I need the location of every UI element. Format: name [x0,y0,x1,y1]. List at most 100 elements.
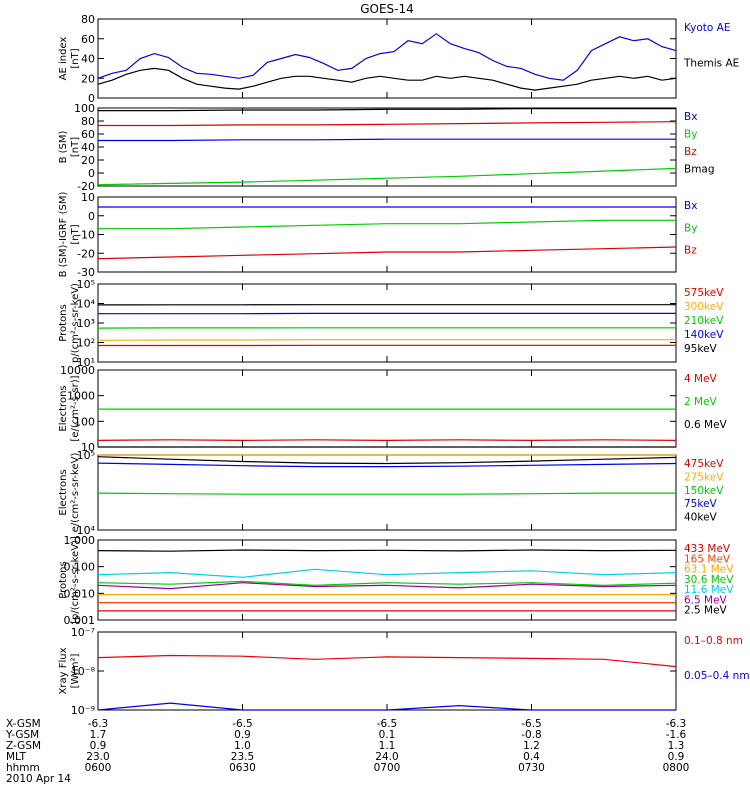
y-axis-unit: [e/(cm²-s-sr)] [70,375,81,441]
y-tick-label: 0 [88,210,95,223]
y-tick-label: 10000 [60,364,95,377]
y-tick-label: 100 [74,415,95,428]
orbit-value: 24.0 [375,751,398,763]
series-line [97,167,677,186]
series-label: 75keV [684,498,718,510]
orbit-value: -6.3 [88,718,109,730]
y-tick-label: 100 [74,102,95,115]
series-line [97,339,676,341]
series-label: 95keV [684,343,718,355]
y-axis-unit: [W/m²] [70,653,81,688]
y-tick-label: 40 [81,53,95,66]
series-line [97,702,676,711]
y-tick-label: 60 [81,128,95,141]
orbit-value: 1.3 [668,740,685,752]
series-label: By [684,222,697,234]
orbit-value: 23.0 [86,751,109,763]
orbit-value: 1.7 [90,729,107,741]
y-axis-label: Protons [58,561,69,598]
y-tick-label: 10³ [77,317,95,330]
y-tick-label: 20 [81,72,95,85]
y-tick-label: 10 [81,191,95,204]
y-axis-label: Electrons [58,385,69,431]
orbit-value: 23.5 [231,751,254,763]
series-line [97,456,677,465]
y-tick-label: 80 [81,13,95,26]
series-label: 6.5 MeV [684,594,728,606]
series-label: 40keV [684,512,718,524]
orbit-value: -6.5 [521,718,542,730]
series-line [98,219,676,230]
y-tick-label: 10⁵ [77,449,95,462]
panel-frame [97,107,677,187]
series-label: 4 MeV [684,373,718,385]
y-tick-label: -20 [77,247,95,260]
y-tick-label: -30 [77,266,95,279]
series-label: 2.5 MeV [684,605,728,617]
series-label: 63.1 MeV [684,564,734,576]
orbit-row-label: MLT [6,751,26,763]
y-axis-label: Protons [58,304,69,341]
series-label: 165 MeV [684,553,731,565]
series-line [97,67,677,91]
y-tick-label: -20 [77,180,95,193]
orbit-row-label: X-GSM [6,718,41,730]
y-tick-label: 0.001 [64,614,96,627]
series-label: 0.1–0.8 nm [684,635,743,647]
y-tick-label: 1000 [67,390,95,403]
series-line [97,580,677,586]
orbit-value: 0630 [229,762,256,774]
series-label: 300keV [684,301,724,313]
series-line [97,568,677,578]
y-tick-label: -10 [77,229,95,242]
y-tick-label: 10⁻⁸ [71,665,96,678]
y-axis-unit: [p/(cm²-s-sr-keV)] [70,536,81,624]
y-tick-label: 80 [81,115,95,128]
orbit-row-label: hhmm [6,762,40,774]
y-tick-label: 0 [88,92,95,105]
series-label: 2 MeV [684,396,718,408]
series-label: 433 MeV [684,543,731,555]
series-label: 150keV [684,485,724,497]
y-tick-label: 0 [88,167,95,180]
orbit-row-label: Y-GSM [5,729,39,741]
panel-frame [97,18,677,99]
y-tick-label: 10¹ [77,356,95,369]
series-line [97,654,677,668]
series-label: By [684,129,697,141]
series-line [97,462,677,468]
series-label: 575keV [684,287,724,299]
series-label: 11.6 MeV [684,584,734,596]
series-label: Bz [684,245,697,257]
series-line [97,549,677,552]
orbit-row-label: Z-GSM [6,740,41,752]
orbit-value: 1.0 [234,740,251,752]
series-label: 475keV [684,458,724,470]
panel-frame [97,539,677,621]
series-label: Bz [684,146,697,158]
y-tick-label: 10⁴ [77,524,96,537]
date-label: 2010 Apr 14 [6,773,71,785]
series-label: 140keV [684,329,724,341]
panel-frame [97,283,677,363]
series-label: 275keV [684,471,724,483]
panel-frame [97,196,677,273]
y-axis-label: B (SM) [58,130,69,163]
series-label: 0.6 MeV [684,419,728,431]
orbit-value: -6.5 [232,718,253,730]
y-tick-label: 40 [81,141,95,154]
y-tick-label: 10⁴ [77,298,96,311]
series-label: 30.6 MeV [684,574,734,586]
series-label: 0.05–0.4 nm [684,670,750,682]
series-label: Bmag [684,164,715,176]
series-label: Kyoto AE [684,22,730,34]
series-line [97,492,676,495]
series-label: Themis AE [683,58,739,70]
orbit-value: 0.9 [90,740,107,752]
orbit-value: 0.9 [668,751,685,763]
orbit-value: 1.1 [379,740,396,752]
y-tick-label: 10⁻⁷ [71,626,95,639]
series-line [97,582,677,590]
plot-title: GOES-14 [360,2,414,16]
